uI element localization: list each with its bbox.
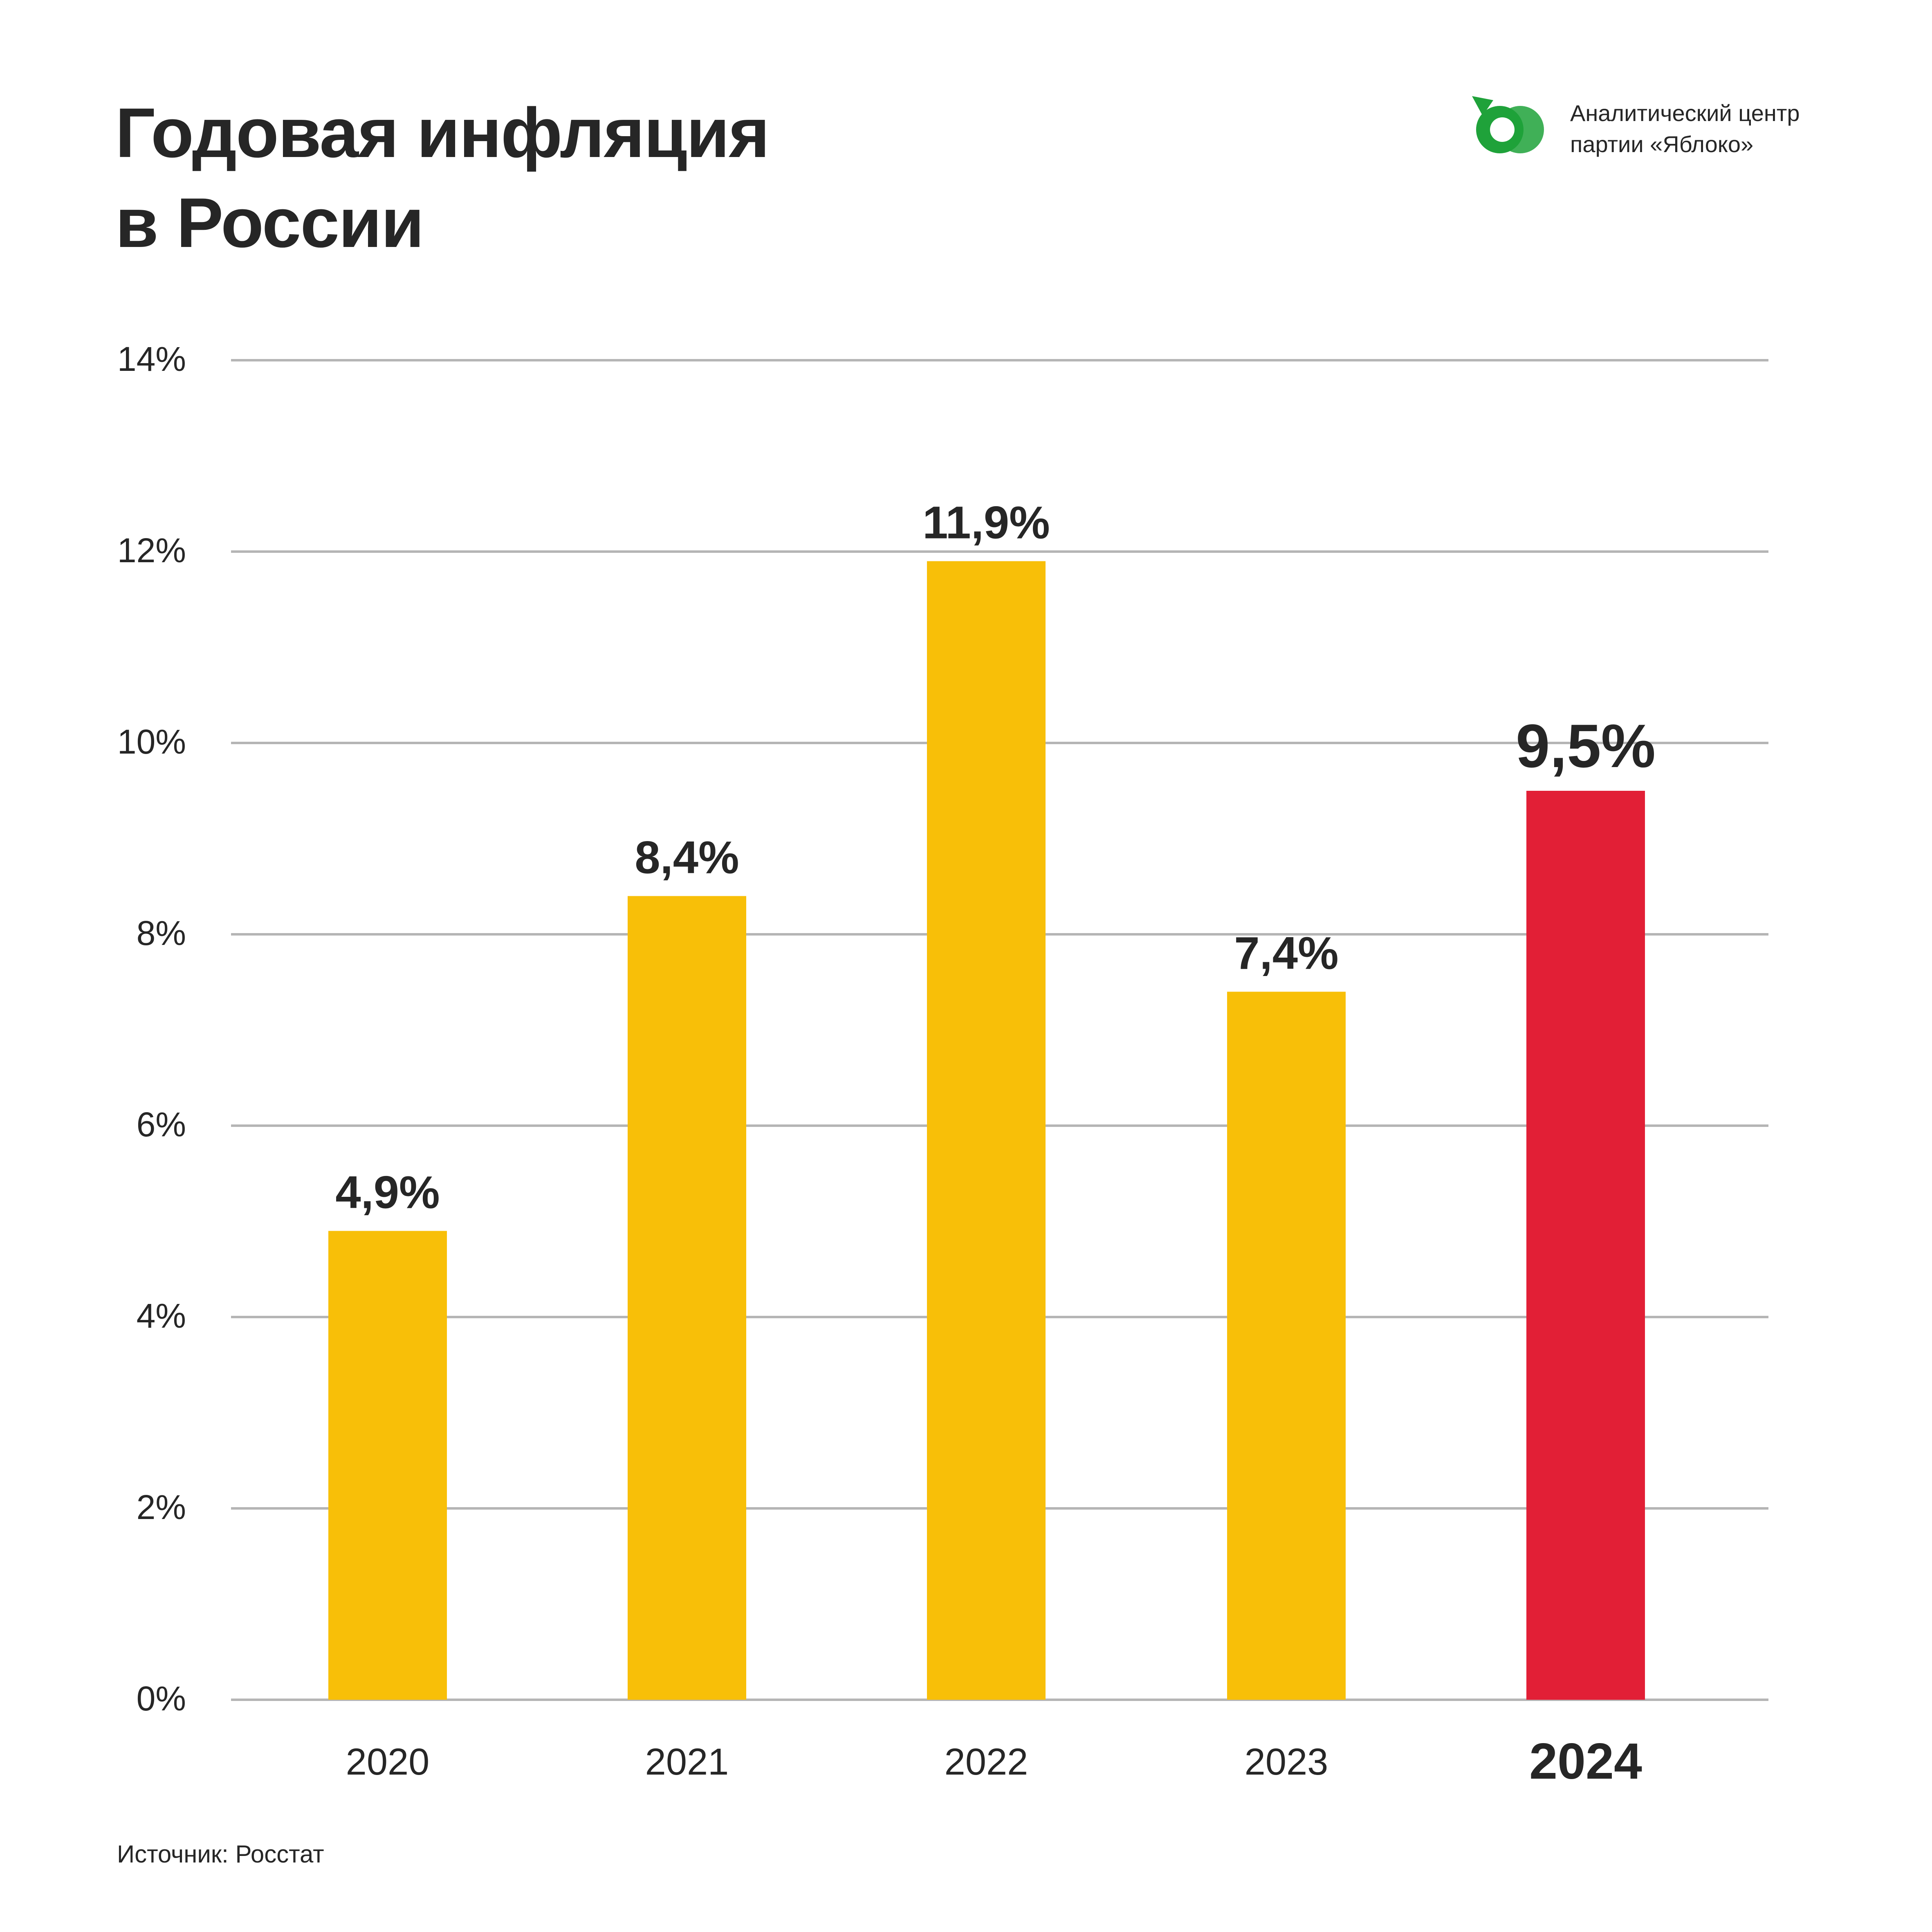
bar bbox=[628, 896, 746, 1700]
bar bbox=[328, 1231, 447, 1700]
bar bbox=[927, 561, 1046, 1700]
y-tick-label: 10% bbox=[117, 723, 186, 761]
source-note: Источник: Росстат bbox=[117, 1840, 324, 1868]
x-tick-label: 2022 bbox=[945, 1741, 1028, 1783]
data-label: 8,4% bbox=[635, 832, 739, 883]
chart-title-line-1: Годовая инфляция bbox=[115, 94, 770, 172]
logo-text-line-2: партии «Яблоко» bbox=[1570, 131, 1754, 157]
y-tick-label: 2% bbox=[137, 1488, 186, 1526]
data-label: 9,5% bbox=[1516, 711, 1656, 780]
y-tick-label: 8% bbox=[137, 914, 186, 952]
bar bbox=[1526, 791, 1645, 1700]
data-label: 11,9% bbox=[922, 497, 1050, 548]
y-tick-label: 4% bbox=[137, 1297, 186, 1335]
chart-title-line-2: в России bbox=[115, 184, 424, 262]
y-tick-label: 14% bbox=[117, 340, 186, 378]
y-tick-label: 0% bbox=[137, 1679, 186, 1718]
bar bbox=[1227, 992, 1346, 1700]
y-tick-label: 12% bbox=[117, 531, 186, 570]
x-tick-label: 2024 bbox=[1529, 1733, 1642, 1790]
logo: Аналитический центр партии «Яблоко» bbox=[1472, 92, 1840, 166]
data-label: 7,4% bbox=[1234, 927, 1338, 978]
logo-text-line-1: Аналитический центр bbox=[1570, 100, 1800, 126]
y-tick-label: 6% bbox=[137, 1105, 186, 1144]
x-tick-label: 2020 bbox=[346, 1741, 430, 1783]
data-label: 4,9% bbox=[335, 1167, 440, 1218]
yabloko-apple-logo-icon bbox=[1472, 96, 1544, 153]
chart-title: Годовая инфляция в России bbox=[115, 88, 770, 268]
x-tick-label: 2023 bbox=[1245, 1741, 1328, 1783]
x-tick-label: 2021 bbox=[645, 1741, 729, 1783]
